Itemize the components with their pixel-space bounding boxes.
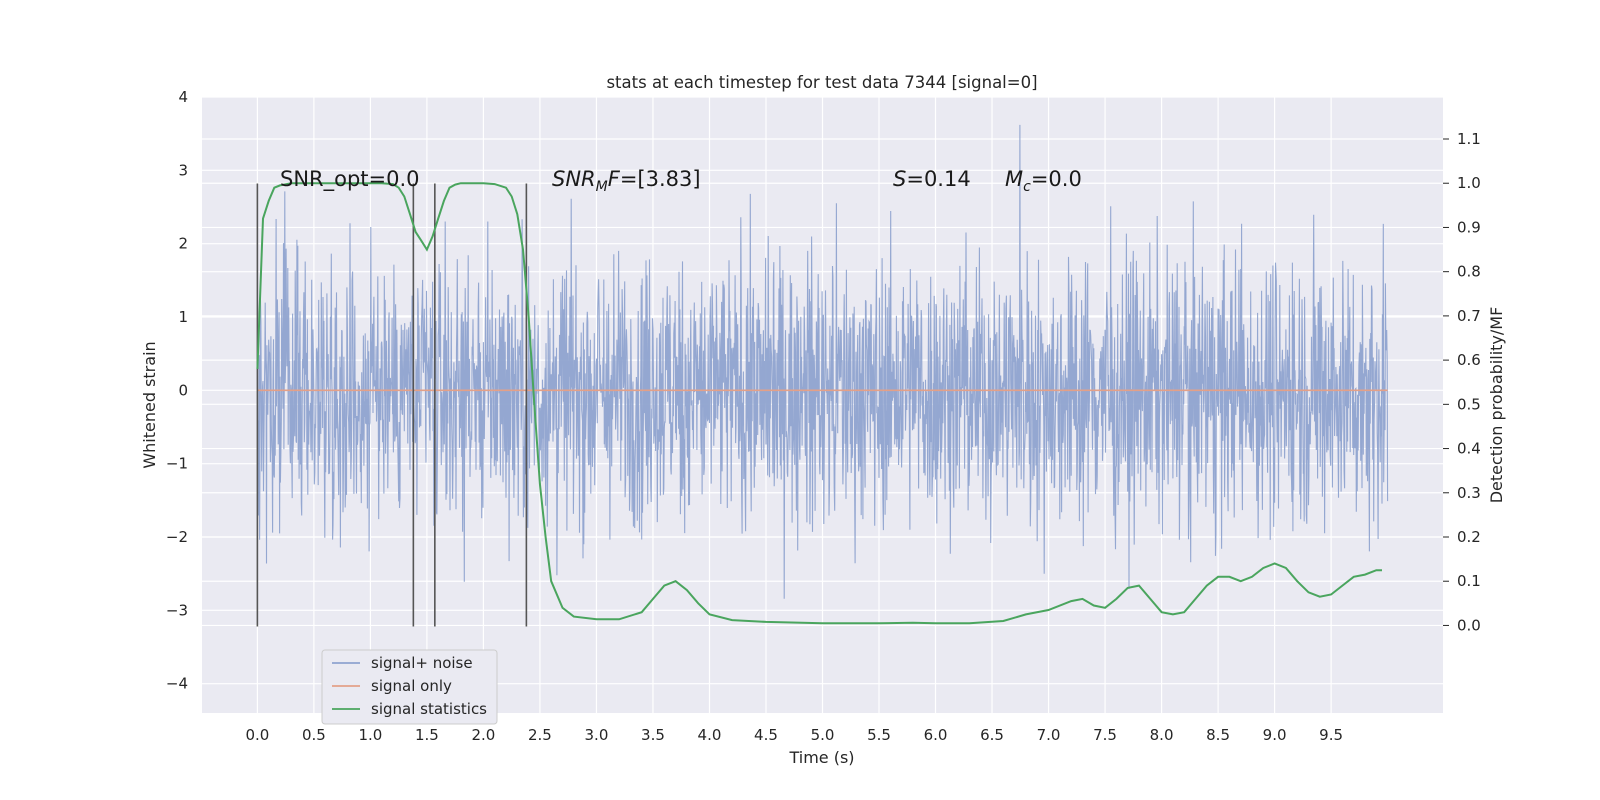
chart-title: stats at each timestep for test data 734…: [606, 73, 1037, 92]
x-tick-label: 9.0: [1263, 726, 1287, 744]
x-tick-label: 1.0: [358, 726, 382, 744]
y2-tick-label: 0.8: [1457, 263, 1481, 281]
y2-tick-label: 0.4: [1457, 440, 1481, 458]
series-line-signal-statistics: [256, 182, 1382, 625]
y2-tick-label: 0.9: [1457, 218, 1481, 236]
y2-tick-label: 0.1: [1457, 572, 1481, 590]
y-tick-label: 3: [178, 161, 188, 179]
x-tick-label: 4.0: [698, 726, 722, 744]
y2-axis-label: Detection probability/MF: [1487, 307, 1506, 504]
x-tick-label: 0.5: [302, 726, 326, 744]
y-tick-label: 4: [178, 88, 188, 106]
y-tick-label: 2: [178, 235, 188, 253]
y2-tick-label: 0.7: [1457, 307, 1481, 325]
y-axis-label: Whitened strain: [140, 341, 159, 468]
legend-box: [321, 649, 498, 725]
annotation-s: S=0.14: [893, 167, 971, 191]
x-tick-label: 5.5: [867, 726, 891, 744]
y2-tick-label: 0.2: [1457, 528, 1481, 546]
x-tick-label: 3.0: [585, 726, 609, 744]
x-tick-label: 8.5: [1206, 726, 1230, 744]
y2-tick-label: 1.0: [1457, 174, 1481, 192]
x-tick-label: 7.5: [1093, 726, 1117, 744]
x-tick-label: 9.5: [1319, 726, 1343, 744]
x-tick-label: 5.0: [811, 726, 835, 744]
series-line-signal-noise: [256, 124, 1389, 599]
y-tick-label: 1: [178, 308, 188, 326]
x-tick-label: 3.5: [641, 726, 665, 744]
x-tick-label: 4.5: [754, 726, 778, 744]
noise-series: [256, 124, 1389, 599]
x-axis-ticks: 0.0 0.5 1.0 1.5 2.0 2.5 3.0 3.5 4.0 4.5 5.0 5.5 6.0 6…: [245, 726, 1343, 744]
x-axis-label: Time (s): [788, 748, 854, 767]
x-tick-label: 7.0: [1037, 726, 1061, 744]
vertical-marker-lines: [256, 183, 528, 627]
annotation-snr-mf: SNRMF=[3.83]: [552, 167, 701, 195]
y-tick-label: −3: [166, 601, 188, 619]
x-tick-label: 0.0: [245, 726, 269, 744]
y-tick-label: −4: [166, 675, 188, 693]
y2-tick-label: 0.0: [1457, 616, 1481, 634]
x-tick-label: 2.0: [471, 726, 495, 744]
y-tick-label: 0: [178, 381, 188, 399]
annotations: SNR_opt=0.0 SNRMF=[3.83] S=0.14 Mc=0.0: [280, 167, 1082, 195]
x-tick-label: 6.0: [924, 726, 948, 744]
x-tick-label: 2.5: [528, 726, 552, 744]
y-tick-label: −1: [166, 455, 188, 473]
x-tick-label: 8.0: [1150, 726, 1174, 744]
annotation-mc: Mc=0.0: [1005, 167, 1082, 195]
legend-label-noise: signal+ noise: [371, 654, 473, 672]
y-axis-ticks: 4 3 2 1 0 −1 −2 −3 −4: [166, 88, 188, 693]
legend-label-signal-only: signal only: [371, 677, 452, 695]
x-tick-label: 6.5: [980, 726, 1004, 744]
y2-tick-label: 1.1: [1457, 130, 1481, 148]
y2-tick-label: 0.5: [1457, 395, 1481, 413]
y2-axis-ticks: 1.1 1.0 0.9 0.8 0.7 0.6 0.5 0.4 0.3 0.2 0.1 0.0: [1443, 130, 1481, 634]
annotation-snr-opt: SNR_opt=0.0: [280, 167, 420, 192]
x-tick-label: 1.5: [415, 726, 439, 744]
y2-tick-label: 0.3: [1457, 484, 1481, 502]
y2-tick-label: 0.6: [1457, 351, 1481, 369]
signal-statistics-series: [256, 182, 1382, 625]
legend: signal+ noise signal only signal statist…: [321, 649, 498, 725]
legend-label-statistics: signal statistics: [371, 700, 487, 718]
y-tick-label: −2: [166, 528, 188, 546]
